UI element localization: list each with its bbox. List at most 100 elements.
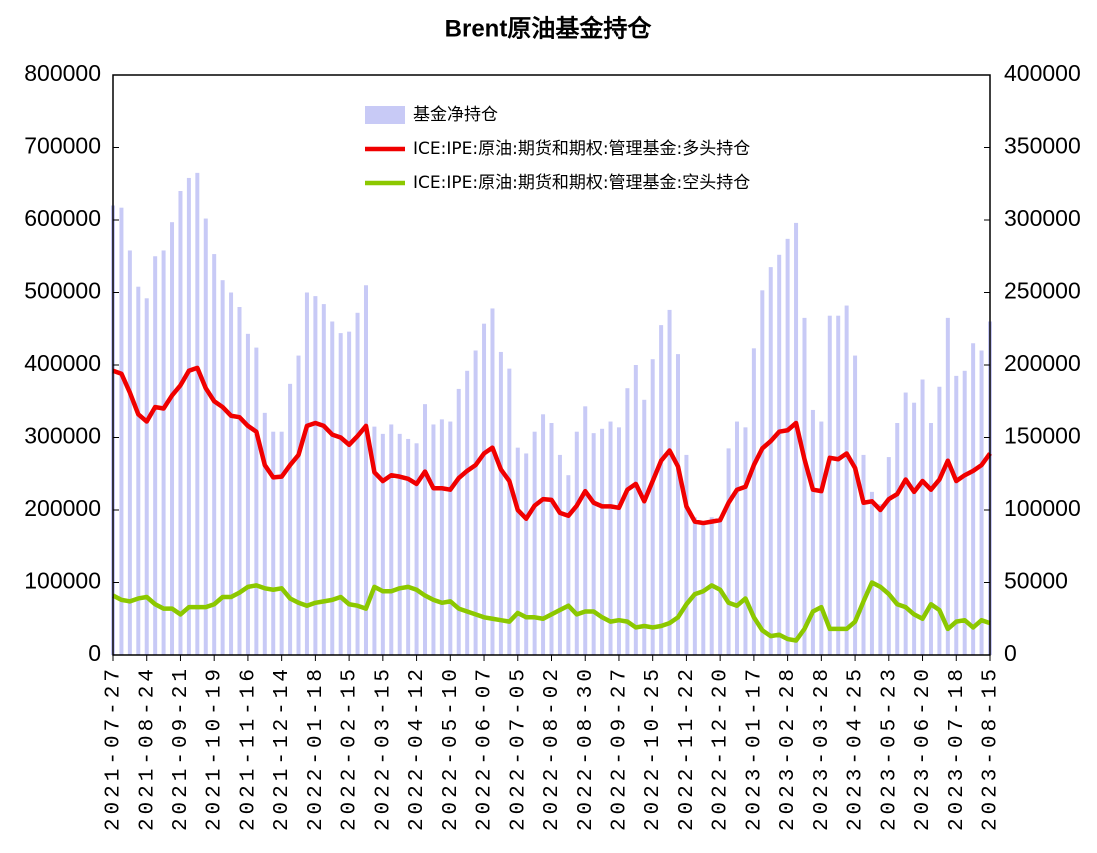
bar <box>684 454 689 655</box>
bar <box>735 421 740 655</box>
bar <box>827 315 832 655</box>
bar <box>945 317 950 655</box>
y2-tick-label: 350000 <box>1004 133 1081 159</box>
bar <box>170 222 175 656</box>
bar <box>144 298 149 655</box>
x-tick-label: 2022-09-27 <box>609 665 632 831</box>
bar <box>136 286 141 655</box>
bar <box>338 333 343 655</box>
bar <box>895 423 900 655</box>
x-tick-label: 2021-10-19 <box>204 665 227 831</box>
bar <box>245 333 250 655</box>
bar <box>768 267 773 655</box>
x-tick-label: 2023-01-17 <box>743 665 766 831</box>
bar <box>397 433 402 655</box>
x-tick-label: 2022-04-12 <box>406 665 429 831</box>
bar <box>507 368 512 655</box>
bar <box>608 421 613 655</box>
bar <box>633 365 638 655</box>
x-tick-label: 2022-03-15 <box>372 665 395 831</box>
bar <box>186 177 191 655</box>
bar <box>229 292 234 655</box>
y-tick-label: 200000 <box>24 495 101 521</box>
bar <box>423 404 428 655</box>
bar <box>490 308 495 655</box>
x-tick-label: 2023-05-23 <box>878 665 901 831</box>
y2-tick-label: 100000 <box>1004 495 1081 521</box>
x-tick-label: 2022-02-15 <box>339 665 362 831</box>
bar <box>153 256 158 655</box>
bar <box>296 355 301 655</box>
bar <box>869 491 874 655</box>
bar <box>819 421 824 655</box>
bar <box>203 218 208 656</box>
bar <box>330 321 335 655</box>
bar <box>971 343 976 655</box>
x-tick-label: 2023-02-28 <box>777 665 800 831</box>
bar <box>220 280 225 655</box>
legend-swatch <box>365 106 405 124</box>
x-tick-label: 2021-11-16 <box>237 665 260 831</box>
x-tick-label: 2021-09-21 <box>170 665 193 831</box>
bar <box>498 351 503 655</box>
y-tick-label: 500000 <box>24 278 101 304</box>
legend-label: 基金净持仓 <box>413 105 498 125</box>
bar <box>524 453 529 655</box>
bar <box>600 428 605 655</box>
bar <box>878 504 883 655</box>
bar <box>844 305 849 655</box>
y2-tick-label: 300000 <box>1004 205 1081 231</box>
bar <box>439 419 444 655</box>
y2-tick-label: 250000 <box>1004 278 1081 304</box>
y-tick-label: 100000 <box>24 568 101 594</box>
y2-tick-label: 400000 <box>1004 60 1081 86</box>
bar <box>937 386 942 655</box>
bar <box>347 331 352 655</box>
y2-tick-label: 200000 <box>1004 350 1081 376</box>
bar <box>718 517 723 655</box>
x-tick-label: 2023-08-15 <box>980 665 1003 831</box>
bar <box>810 409 815 655</box>
y2-tick-label: 50000 <box>1004 568 1068 594</box>
bar <box>557 454 562 655</box>
bar <box>861 454 866 655</box>
x-tick-label: 2023-06-20 <box>912 665 935 831</box>
bar <box>574 431 579 655</box>
bar <box>785 238 790 655</box>
y-tick-label: 700000 <box>24 133 101 159</box>
x-tick-label: 2023-07-18 <box>946 665 969 831</box>
bar <box>254 347 259 655</box>
bar <box>212 254 217 655</box>
bar <box>853 355 858 655</box>
bar <box>127 250 132 655</box>
y2-tick-label: 150000 <box>1004 423 1081 449</box>
bar <box>583 406 588 655</box>
bar <box>659 325 664 655</box>
bar <box>616 427 621 655</box>
bar <box>321 304 326 655</box>
x-tick-label: 2022-05-10 <box>440 665 463 831</box>
bar <box>979 350 984 655</box>
x-tick-label: 2022-08-02 <box>541 665 564 831</box>
bar <box>886 457 891 655</box>
bar <box>566 475 571 655</box>
x-tick-label: 2022-07-05 <box>507 665 530 831</box>
bar <box>515 447 520 655</box>
legend-label: ICE:IPE:原油:期货和期权:管理基金:多头持仓 <box>413 139 750 159</box>
bar <box>313 296 318 655</box>
bar <box>279 431 284 655</box>
bar <box>549 423 554 655</box>
bar <box>262 412 267 655</box>
y2-tick-label: 0 <box>1004 640 1017 666</box>
line <box>112 365 992 526</box>
bar <box>448 421 453 655</box>
bar <box>532 431 537 655</box>
bar <box>726 448 731 655</box>
bar <box>431 424 436 655</box>
bar <box>962 370 967 655</box>
bar <box>288 383 293 655</box>
bar <box>836 315 841 655</box>
bar <box>743 427 748 655</box>
y-tick-label: 0 <box>88 640 101 666</box>
x-tick-label: 2022-10-25 <box>642 665 665 831</box>
